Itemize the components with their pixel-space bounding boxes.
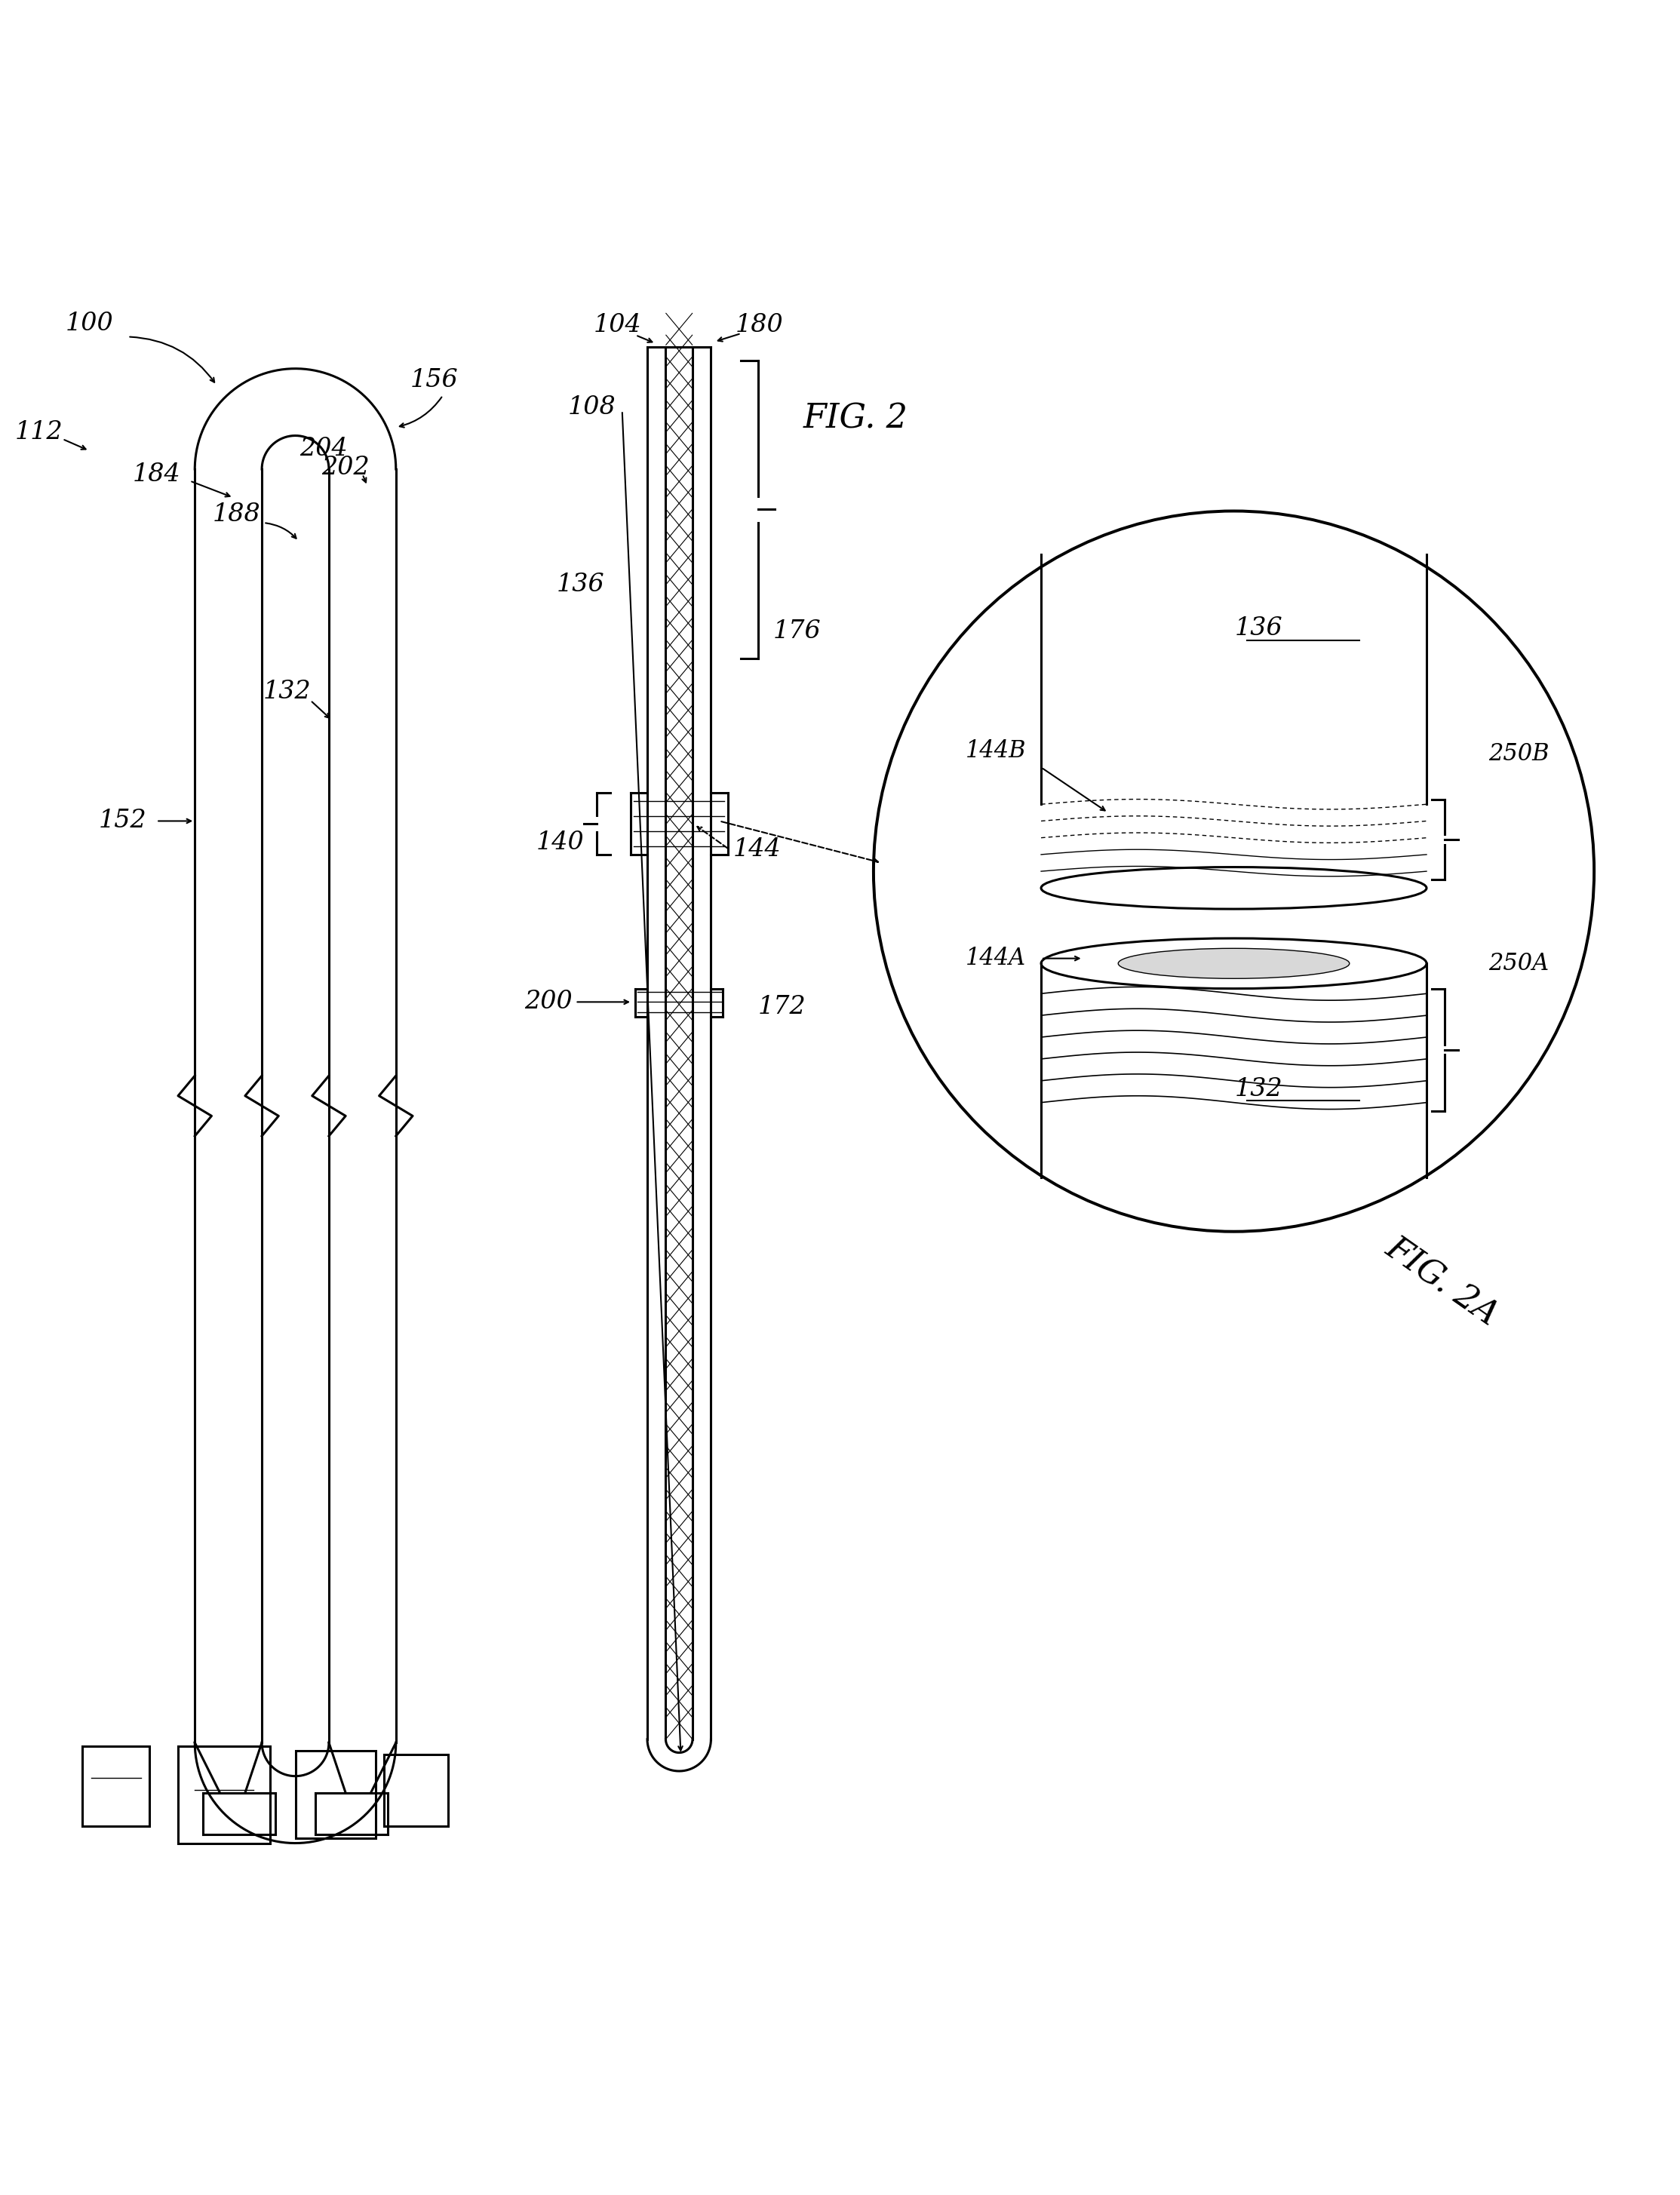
Text: 100: 100	[66, 312, 113, 336]
Ellipse shape	[1119, 948, 1349, 979]
Text: 104: 104	[593, 314, 642, 338]
Text: FIG. 2A: FIG. 2A	[1379, 1231, 1504, 1332]
Text: 156: 156	[410, 369, 459, 393]
Text: 200: 200	[524, 990, 573, 1014]
Bar	[82, 1745, 150, 1826]
Text: 108: 108	[568, 395, 617, 419]
Bar	[178, 1745, 270, 1844]
Text: 144B: 144B	[966, 740, 1026, 762]
Text: FIG. 2: FIG. 2	[803, 402, 907, 435]
Text: 180: 180	[736, 314, 783, 338]
Text: 172: 172	[758, 994, 806, 1018]
Text: 144: 144	[732, 838, 781, 863]
Text: 136: 136	[1235, 617, 1284, 641]
Text: 136: 136	[556, 573, 605, 597]
Bar	[296, 1752, 376, 1837]
Text: 250A: 250A	[1488, 953, 1549, 975]
Text: 202: 202	[321, 454, 370, 479]
Text: 152: 152	[99, 810, 146, 834]
Text: 112: 112	[15, 419, 64, 443]
Text: 132: 132	[1235, 1078, 1284, 1102]
Text: 204: 204	[299, 437, 348, 461]
Text: 184: 184	[133, 463, 180, 487]
Bar	[385, 1754, 449, 1826]
Text: 132: 132	[264, 680, 311, 705]
Text: 188: 188	[213, 503, 260, 527]
Text: 140: 140	[536, 830, 585, 854]
Text: 250B: 250B	[1488, 742, 1549, 766]
Text: 144A: 144A	[966, 946, 1026, 970]
Text: 176: 176	[773, 619, 822, 643]
